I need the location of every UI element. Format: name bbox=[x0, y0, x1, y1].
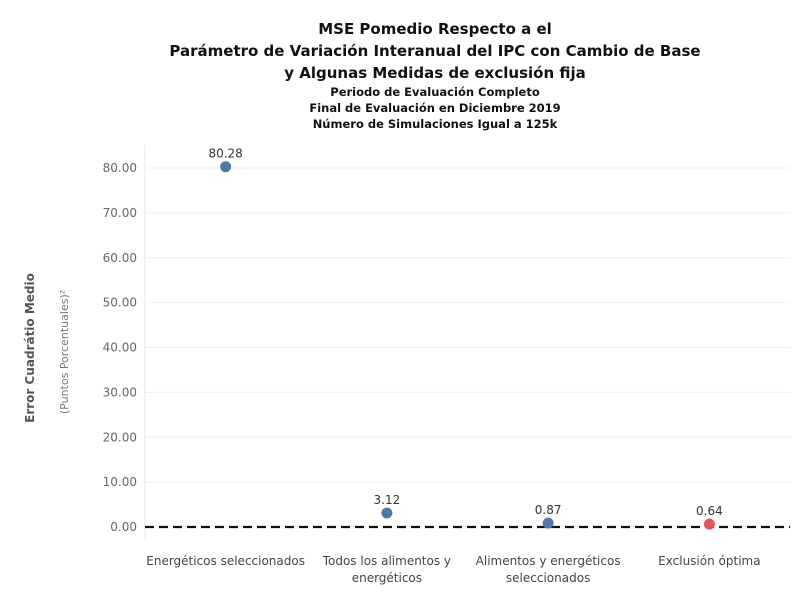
y-tick-label: 30.00 bbox=[103, 385, 137, 399]
chart-title-block: MSE Pomedio Respecto a el Parámetro de V… bbox=[0, 18, 800, 132]
data-point bbox=[703, 518, 715, 530]
data-label: 80.28 bbox=[208, 147, 242, 161]
y-tick-label: 80.00 bbox=[103, 161, 137, 175]
x-category-label: Energéticos seleccionados bbox=[146, 554, 305, 568]
x-category-label: Alimentos y energéticos seleccionados bbox=[476, 554, 621, 585]
data-label: 0.87 bbox=[535, 503, 562, 517]
y-axis-ticks: 0.00 10.00 20.00 30.00 40.00 50.00 60.00 70.00 8… bbox=[103, 161, 137, 534]
chart-title-line-2: Parámetro de Variación Interanual del IP… bbox=[169, 42, 701, 60]
y-tick-label: 70.00 bbox=[103, 206, 137, 220]
data-point bbox=[220, 161, 232, 173]
y-tick-label: 0.00 bbox=[110, 520, 137, 534]
chart-subtitle-line-2: Final de Evaluación en Diciembre 2019 bbox=[309, 101, 561, 115]
chart-title-line-3: y Algunas Medidas de exclusión fija bbox=[284, 64, 586, 82]
gridlines bbox=[144, 145, 790, 540]
data-label: 3.12 bbox=[374, 493, 401, 507]
y-tick-label: 40.00 bbox=[103, 341, 137, 355]
data-label: 0.64 bbox=[696, 504, 723, 518]
x-category-label: Exclusión óptima bbox=[658, 554, 760, 568]
y-tick-label: 10.00 bbox=[103, 475, 137, 489]
data-point bbox=[381, 507, 393, 519]
y-tick-label: 20.00 bbox=[103, 430, 137, 444]
chart-subtitle-line-3: Número de Simulaciones Igual a 125k bbox=[312, 117, 558, 131]
y-tick-label: 60.00 bbox=[103, 251, 137, 265]
x-axis-categories: Energéticos seleccionados Todos los alime… bbox=[146, 554, 760, 585]
data-points: 80.28 3.12 0.87 0.64 bbox=[208, 147, 723, 530]
y-axis-title: Error Cuadrátio Medio bbox=[23, 273, 37, 423]
chart-subtitle-line-1: Periodo de Evaluación Completo bbox=[330, 85, 540, 99]
y-axis-units: (Puntos Porcentuales)² bbox=[58, 290, 71, 414]
x-category-label: Todos los alimentos y energéticos bbox=[322, 554, 451, 585]
y-tick-label: 50.00 bbox=[103, 296, 137, 310]
chart-title-line-1: MSE Pomedio Respecto a el bbox=[318, 20, 552, 38]
data-point bbox=[542, 517, 554, 529]
